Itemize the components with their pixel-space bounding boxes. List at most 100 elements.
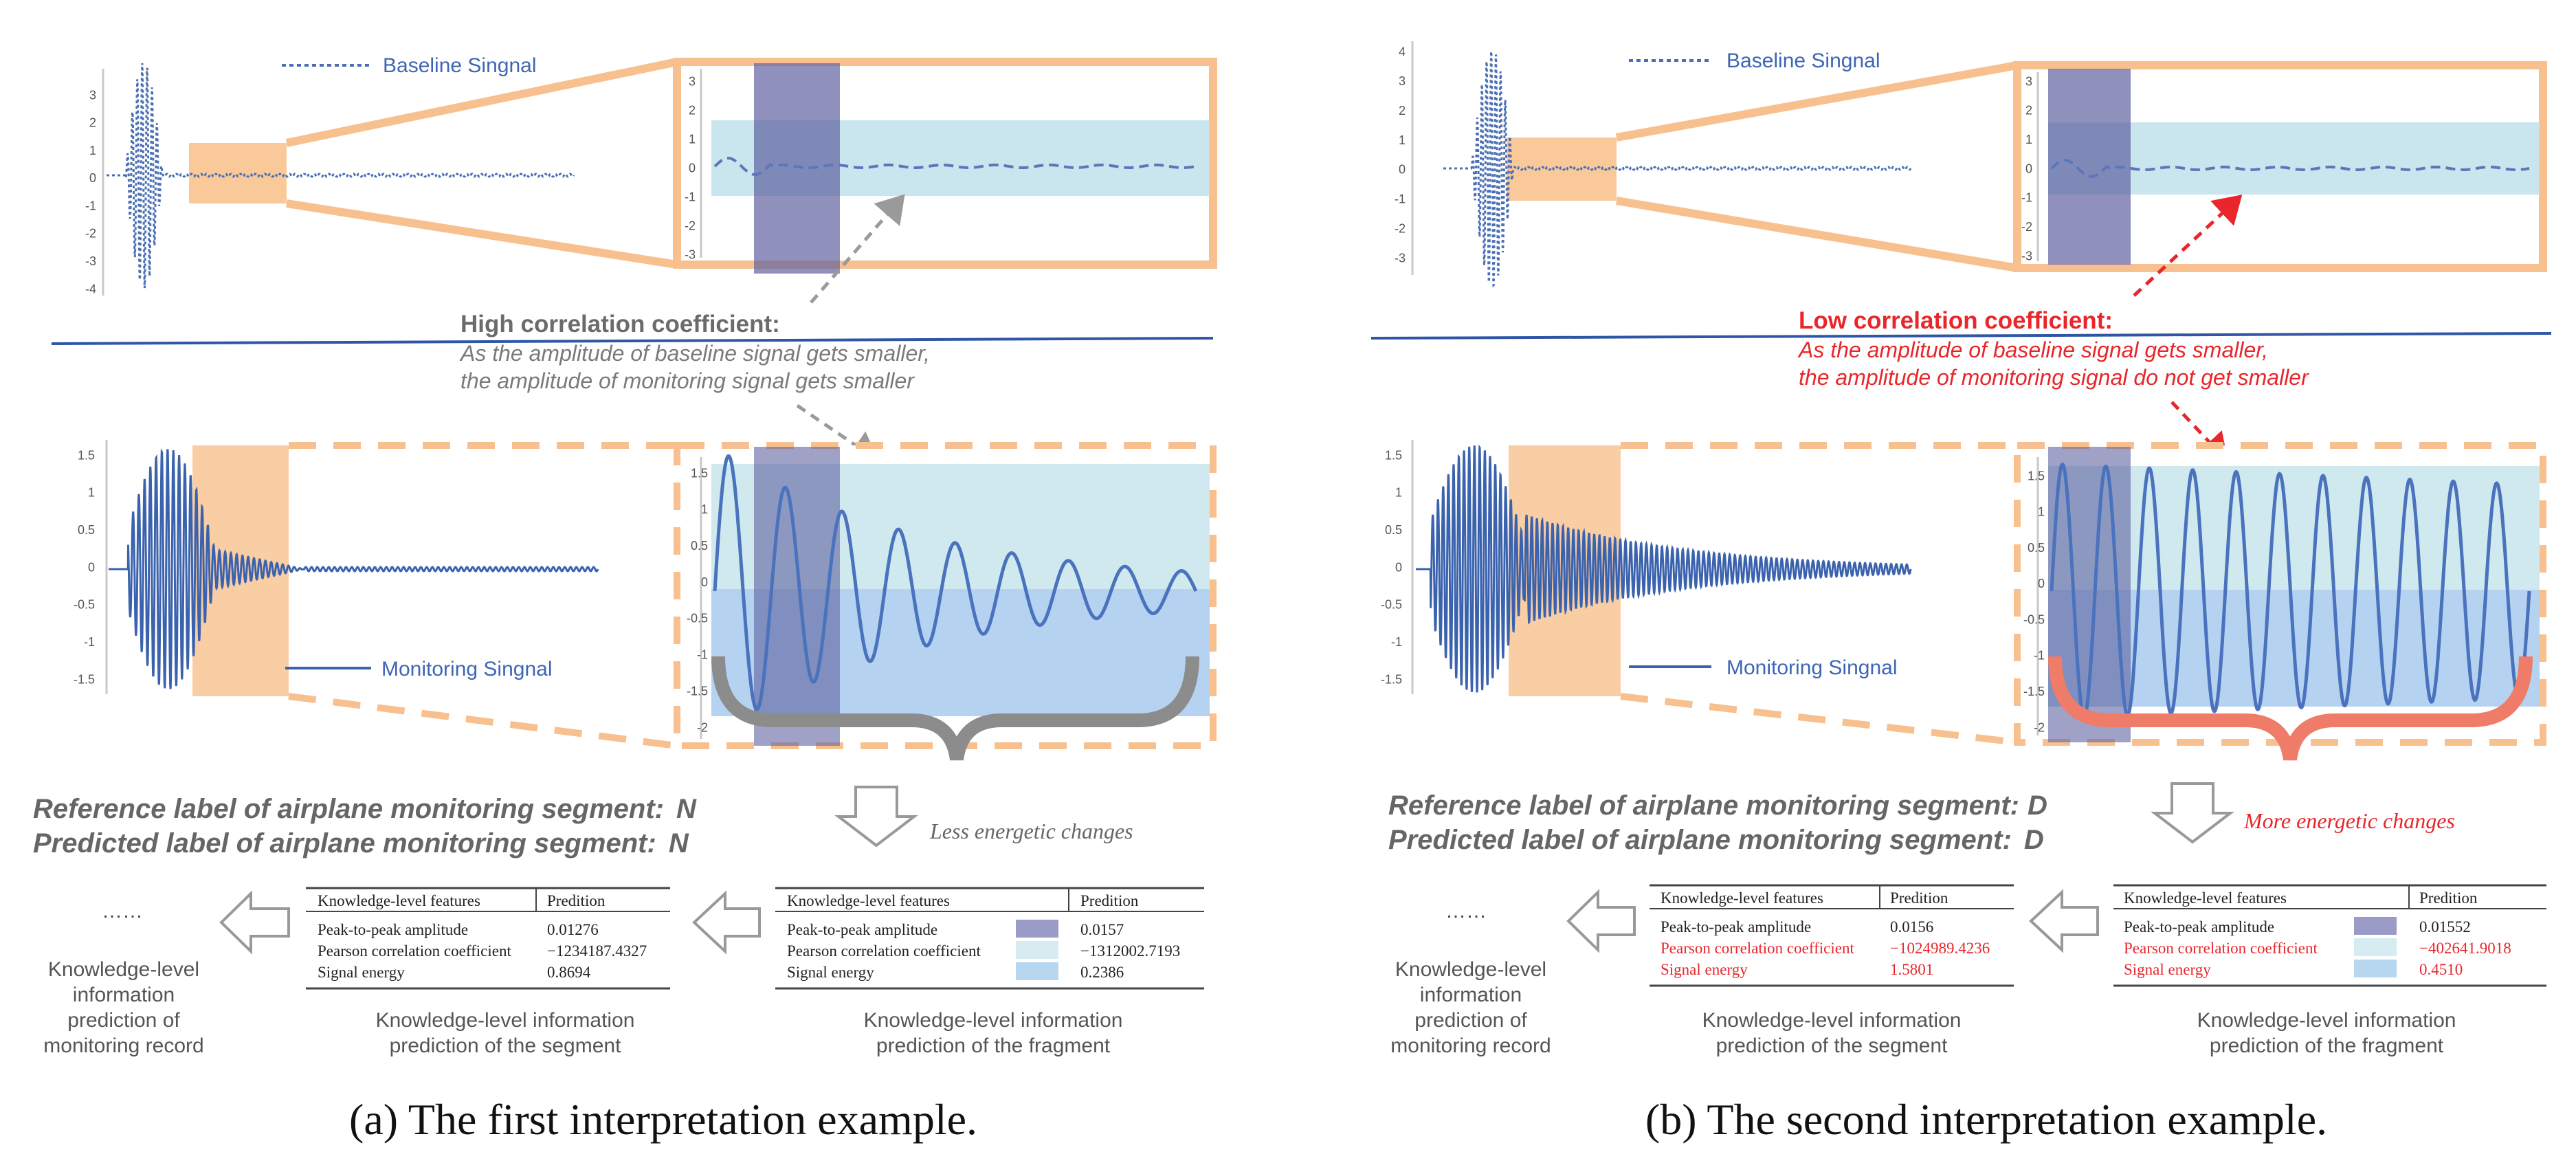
zoom-connector [1616, 197, 2018, 272]
purple-window [754, 447, 840, 746]
highlight-window [189, 143, 287, 203]
monitoring-signal-wave [109, 448, 599, 689]
brace [711, 656, 1199, 761]
baseline-signal-wave [1443, 49, 1912, 288]
record-caption: prediction of [67, 1009, 180, 1032]
feature-value: −1234187.4327 [547, 942, 647, 960]
record-caption: Knowledge-level [1395, 958, 1546, 981]
corr-line2: the amplitude of monitoring signal do no… [1799, 365, 2309, 390]
feature-value: −1312002.7193 [1080, 942, 1180, 960]
zoomed-monitoring-wave [2050, 462, 2531, 719]
tick-label: -0.5 [1381, 598, 1402, 612]
divider-line [51, 337, 1214, 345]
zoom-connector [285, 58, 678, 147]
tick-label: 1 [1395, 486, 1402, 500]
tick-label: 2 [89, 116, 96, 130]
feature-name: Peak-to-peak amplitude [318, 921, 468, 938]
table-head: Knowledge-level features [2124, 889, 2287, 907]
legend-monitoring: Monitoring Singnal [1726, 656, 1897, 679]
monitoring-plot-b: 1.5 1 0.5 0 -0.5 -1 -1.5 Monitoring Singnal [1381, 440, 1912, 696]
baseline-plot-a: 3 2 1 0 -1 -2 -3 -4 Baseline Singnal [85, 54, 575, 296]
table-head: Predition [2419, 889, 2478, 907]
tick-label: 0 [689, 161, 696, 175]
zoom-tick-labels: 3 2 1 0 -1 -2 -3 [2021, 74, 2032, 263]
divider-line [1370, 332, 2552, 340]
tick-label: 0.5 [1385, 523, 1402, 537]
feature-value: 0.4510 [2419, 961, 2463, 978]
feature-value: 0.0157 [1080, 921, 1124, 938]
feature-name: Peak-to-peak amplitude [1661, 918, 1811, 935]
feature-name: Signal energy [787, 964, 874, 981]
record-caption: information [1420, 984, 1522, 1006]
tick-labels: 4 3 2 1 0 -1 -2 -3 [1395, 45, 1406, 265]
tick-labels: 1.5 1 0.5 0 -0.5 -1 -1.5 [74, 448, 95, 686]
tick-label: -2 [697, 720, 708, 734]
tick-label: -3 [85, 254, 96, 268]
tick-label: -3 [2021, 249, 2032, 263]
zoom-connector [1615, 61, 2019, 142]
color-swatch [1016, 941, 1058, 959]
zoom-tick-labels: 1.5 1 0.5 0 -0.5 -1 -1.5 -2 [2023, 469, 2045, 734]
tick-label: -1.5 [2023, 685, 2045, 698]
corr-title: Low correlation coefficient: [1799, 307, 2113, 334]
segment-caption: prediction of the segment [390, 1034, 622, 1057]
feature-value: 0.8694 [547, 964, 591, 981]
segment-caption: prediction of the segment [1716, 1034, 1948, 1057]
brace [2048, 656, 2533, 761]
zoom-box-top-b: 3 2 1 0 -1 -2 -3 [2013, 61, 2547, 272]
ellipsis: …… [102, 900, 143, 922]
fragment-table-a: Knowledge-level features Predition Peak-… [775, 887, 1204, 990]
tick-label: -1.5 [687, 684, 708, 698]
corr-line1: As the amplitude of baseline signal gets… [459, 341, 930, 366]
left-arrow [1566, 889, 1636, 953]
segment-caption: Knowledge-level information [1702, 1009, 1962, 1032]
legend-monitoring: Monitoring Singnal [381, 658, 552, 680]
zoom-connector [288, 693, 678, 749]
tick-label: -1 [697, 648, 708, 662]
table-head: Predition [547, 892, 606, 909]
tick-label: -1 [2034, 649, 2045, 663]
baseline-plot-b: 4 3 2 1 0 -1 -2 -3 Baseline Singnal [1395, 41, 1912, 288]
baseline-signal-wave [107, 63, 575, 289]
purple-window [754, 63, 840, 274]
tick-label: -2 [2021, 220, 2032, 234]
feature-name: Signal energy [2124, 961, 2211, 978]
table-head: Predition [1080, 892, 1139, 909]
tick-label: -3 [685, 247, 696, 261]
tick-labels: 1.5 1 0.5 0 -0.5 -1 -1.5 [1381, 448, 1402, 686]
feature-name: Peak-to-peak amplitude [2124, 918, 2274, 935]
zoom-connector [1620, 693, 2018, 746]
tick-label: 1 [2038, 505, 2045, 519]
ref-label: Reference label of airplane monitoring s… [1388, 790, 2047, 821]
corr-title: High correlation coefficient: [460, 311, 780, 337]
feature-name: Pearson correlation coefficient [318, 942, 511, 960]
pred-label: Predicted label of airplane monitoring s… [33, 828, 689, 859]
down-arrow [2151, 782, 2234, 844]
zoom-tick-labels: 1.5 1 0.5 0 -0.5 -1 -1.5 -2 [687, 466, 708, 734]
tick-label: 0 [88, 560, 95, 574]
tick-label: 1 [689, 132, 696, 146]
segment-table-a: Knowledge-level features Predition Peak-… [306, 887, 670, 990]
change-text: Less energetic changes [929, 819, 1133, 843]
tick-label: -1.5 [1381, 672, 1402, 686]
feature-name: Peak-to-peak amplitude [787, 921, 937, 938]
feature-value: 0.0156 [1890, 918, 1933, 935]
pred-label: Predicted label of airplane monitoring s… [1388, 825, 2044, 855]
tick-label: 0 [89, 171, 96, 185]
feature-name: Pearson correlation coefficient [1661, 940, 1854, 957]
tick-label: -0.5 [2023, 612, 2045, 626]
fragment-caption: Knowledge-level information [2197, 1009, 2456, 1032]
gray-arrow-up [810, 194, 905, 304]
tick-label: -0.5 [687, 612, 708, 625]
feature-name: Signal energy [318, 964, 405, 981]
tick-label: 0 [2038, 577, 2045, 590]
feature-value: 0.2386 [1080, 964, 1124, 981]
table-head: Knowledge-level features [1661, 889, 1823, 907]
segment-table-b: Knowledge-level features Predition Peak-… [1650, 884, 2014, 987]
color-swatch [2354, 938, 2397, 956]
feature-value: 1.5801 [1890, 961, 1933, 978]
tick-label: -2 [685, 219, 696, 232]
feature-name: Signal energy [1661, 961, 1748, 978]
